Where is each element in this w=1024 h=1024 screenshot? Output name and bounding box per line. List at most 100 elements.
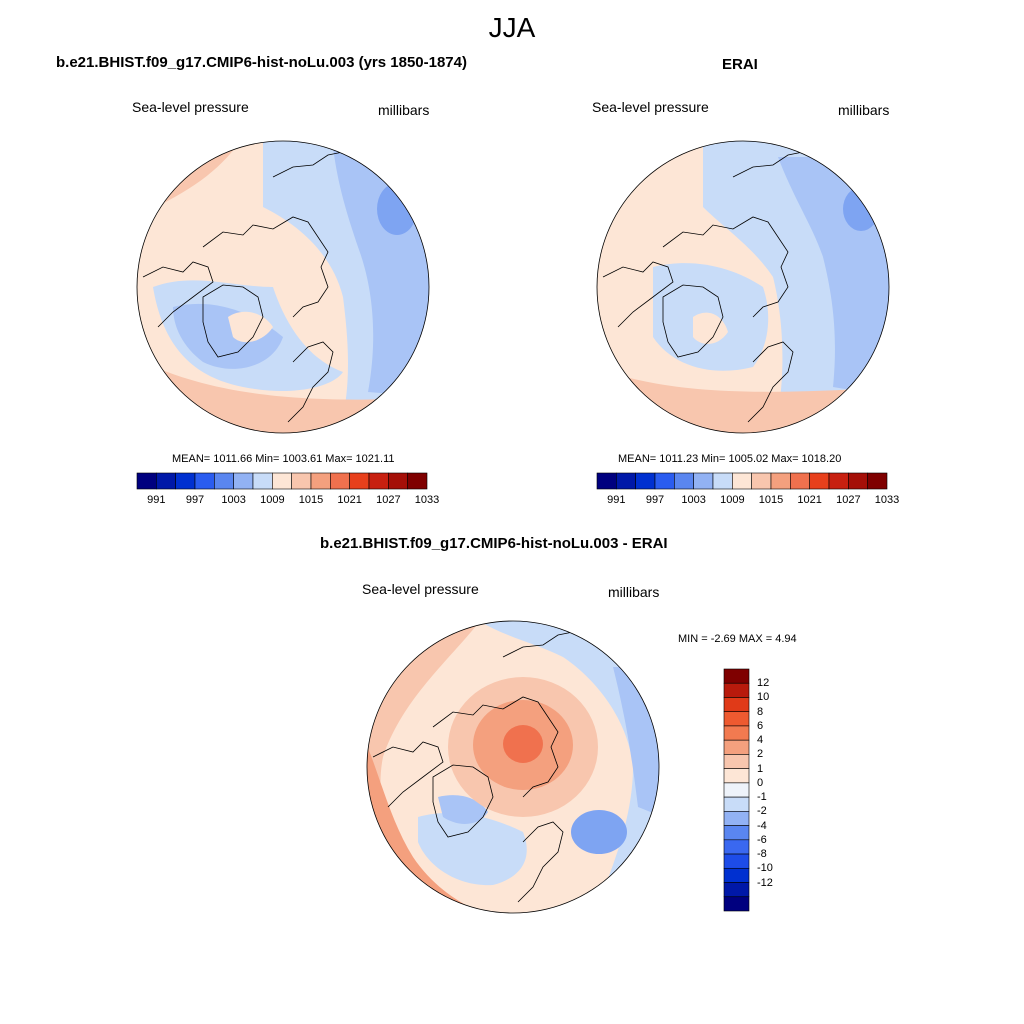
colorbar-swatch [723, 697, 750, 713]
colorbar-swatch [723, 739, 750, 755]
obs-polar-map [596, 140, 890, 434]
colorbar-swatch [723, 768, 750, 784]
colorbar-tick-label: -12 [757, 876, 773, 889]
colorbar-tick-label: 1 [757, 762, 764, 775]
diff-colorbar-ticks: 12 10 8 6 4 2 1 0 -1 -2 -4 -6 -8 -10 -12 [757, 669, 797, 911]
map-border [366, 620, 660, 914]
model-units-label: millibars [378, 102, 430, 118]
colorbar-tick-label: 0 [757, 776, 764, 789]
colorbar-swatch [175, 472, 196, 490]
greenland-warm [693, 312, 728, 344]
central-arctic-high [503, 725, 543, 763]
colorbar-swatch [310, 472, 331, 490]
obs-colorbar-ticks: 991 997 1003 1009 1015 1021 1027 1033 [597, 494, 899, 508]
diff-polar-map [366, 620, 660, 914]
colorbar-tick-label: 1003 [221, 494, 246, 506]
colorbar-tick-label: 1021 [337, 494, 362, 506]
obs-units-label: millibars [838, 102, 890, 118]
colorbar-swatch [233, 472, 254, 490]
model-colorbar-ticks: 991 997 1003 1009 1015 1021 1027 1033 [137, 494, 439, 508]
colorbar-swatch [330, 472, 350, 490]
colorbar-swatch [723, 839, 750, 855]
colorbar-tick-label: 1027 [376, 494, 401, 506]
colorbar-swatch [848, 472, 868, 490]
colorbar-tick-label: -8 [757, 848, 767, 861]
colorbar-swatch [272, 472, 292, 490]
model-stats: MEAN= 1011.66 Min= 1003.61 Max= 1021.11 [172, 453, 395, 465]
colorbar-swatch [723, 811, 750, 826]
colorbar-tick-label: 997 [185, 494, 205, 506]
colorbar-swatch [809, 472, 830, 490]
coastline-europe [517, 821, 564, 903]
coastline-asia [432, 696, 559, 798]
coastline-europe [287, 341, 334, 423]
colorbar-swatch [723, 867, 750, 883]
colorbar-swatch [723, 825, 750, 841]
colorbar-swatch [368, 472, 389, 490]
colorbar-swatch [635, 472, 656, 490]
coastline-alaska [502, 631, 574, 658]
model-colorbar [136, 472, 428, 490]
colorbar-swatch [732, 472, 752, 490]
colorbar-tick-label: 8 [757, 705, 764, 718]
diff-units-label: millibars [608, 584, 660, 600]
colorbar-tick-label: 997 [645, 494, 665, 506]
colorbar-swatch [156, 472, 176, 490]
colorbar-tick-label: 991 [607, 494, 626, 506]
colorbar-swatch [596, 472, 617, 490]
colorbar-tick-label: 1033 [874, 494, 900, 506]
colorbar-swatch [291, 472, 312, 490]
colorbar-swatch [723, 882, 750, 898]
colorbar-swatch [867, 472, 888, 490]
colorbar-swatch [770, 472, 791, 490]
diff-stats: MIN = -2.69 MAX = 4.94 [678, 633, 797, 645]
colorbar-tick-label: 12 [757, 677, 770, 690]
model-polar-map [136, 140, 430, 434]
colorbar-tick-label: 1027 [836, 494, 861, 506]
coastline-greenland [202, 284, 264, 358]
colorbar-swatch [723, 896, 750, 912]
diff-colorbar [723, 668, 750, 912]
colorbar-swatch [349, 472, 370, 490]
colorbar-swatch [723, 725, 750, 741]
colorbar-tick-label: 1033 [414, 494, 440, 506]
pacific-low [843, 187, 879, 231]
colorbar-tick-label: 4 [757, 734, 764, 747]
coastline-alaska [272, 151, 344, 178]
colorbar-swatch [723, 711, 750, 727]
coastline-america [602, 261, 674, 328]
colorbar-swatch [388, 472, 408, 490]
coastline-america [142, 261, 214, 328]
colorbar-swatch [407, 472, 428, 490]
colorbar-tick-label: 1021 [797, 494, 822, 506]
colorbar-swatch [790, 472, 810, 490]
colorbar-swatch [616, 472, 636, 490]
colorbar-swatch [723, 782, 750, 798]
colorbar-swatch [252, 472, 273, 490]
coastline-asia [662, 216, 789, 318]
colorbar-swatch [654, 472, 675, 490]
coastline-asia [202, 216, 329, 318]
colorbar-swatch [828, 472, 849, 490]
map-border [596, 140, 890, 434]
colorbar-tick-label: 2 [757, 748, 764, 761]
colorbar-tick-label: -1 [757, 791, 767, 804]
model-variable-label: Sea-level pressure [132, 99, 249, 115]
colorbar-tick-label: -2 [757, 805, 767, 818]
colorbar-swatch [214, 472, 234, 490]
colorbar-swatch [136, 472, 157, 490]
colorbar-tick-label: 10 [757, 691, 770, 704]
colorbar-tick-label: -10 [757, 862, 773, 875]
colorbar-swatch [723, 682, 750, 698]
colorbar-swatch [712, 472, 733, 490]
coastline-alaska [732, 151, 804, 178]
obs-colorbar [596, 472, 888, 490]
atlantic-blue [418, 812, 527, 886]
colorbar-swatch [723, 796, 750, 812]
colorbar-tick-label: -4 [757, 819, 767, 832]
colorbar-swatch [194, 472, 215, 490]
coastline-europe [747, 341, 794, 423]
diff-variable-label: Sea-level pressure [362, 581, 479, 597]
pacific-blue [473, 621, 659, 913]
atlantic-mid-blue [438, 795, 488, 824]
